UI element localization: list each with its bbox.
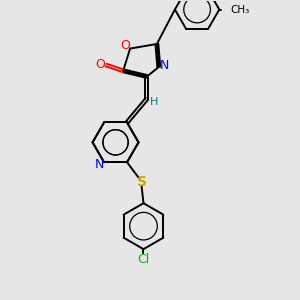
Text: S: S	[136, 175, 147, 189]
Text: O: O	[96, 58, 106, 71]
Text: O: O	[120, 39, 130, 52]
Text: Cl: Cl	[137, 254, 150, 266]
Text: CH₃: CH₃	[230, 4, 249, 14]
Text: N: N	[95, 158, 104, 171]
Text: H: H	[150, 97, 158, 107]
Text: N: N	[160, 58, 169, 71]
